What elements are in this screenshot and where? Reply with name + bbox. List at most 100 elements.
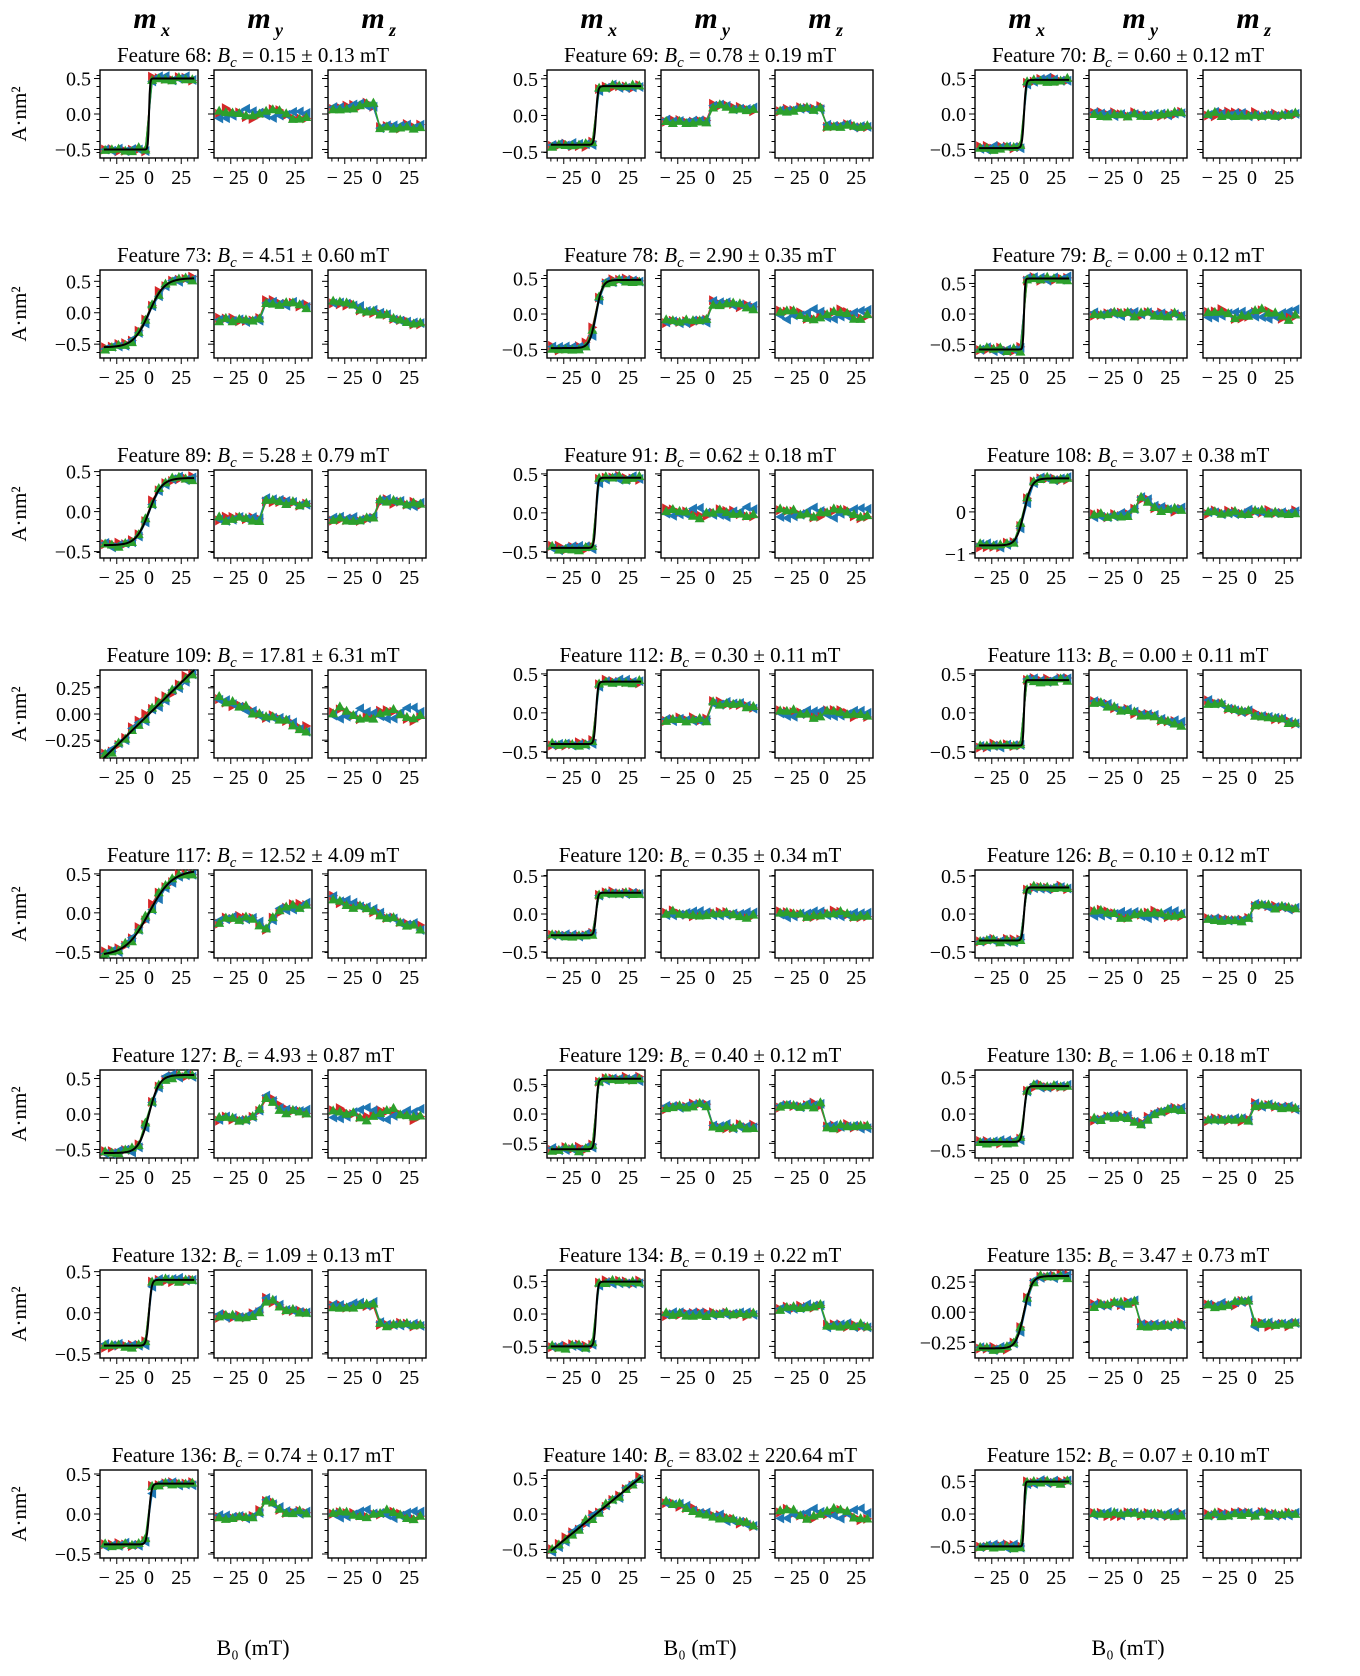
y-tick-label: 0.0: [941, 304, 966, 326]
data-point: [294, 299, 305, 309]
data-point: [294, 724, 305, 734]
x-tick-label: 25: [285, 767, 305, 789]
data-point: [862, 309, 873, 319]
panel-mx: − 25 0 25 0.5 0.0 −0.5: [930, 866, 1074, 989]
column-header: m: [694, 2, 717, 35]
data-point: [1276, 310, 1287, 320]
data-point: [294, 902, 305, 912]
column-header: m: [808, 2, 831, 35]
data-point: [1142, 496, 1153, 506]
data-point: [274, 496, 285, 506]
data-point: [1203, 1299, 1214, 1309]
data-point: [368, 905, 379, 915]
panel-my: − 25 0 25: [655, 1269, 760, 1389]
data-point: [348, 1302, 359, 1312]
y-tick-label: 0.5: [66, 1069, 91, 1091]
y-tick-label: 0.00: [931, 1302, 966, 1324]
data-point: [1256, 899, 1267, 909]
data-point: [661, 1307, 672, 1317]
data-point: [1156, 310, 1167, 320]
x-tick-label: − 25: [974, 367, 1010, 389]
data-point: [368, 707, 378, 718]
data-point: [848, 508, 859, 518]
x-tick-label: 25: [399, 567, 419, 589]
data-point: [708, 299, 719, 309]
x-tick-label: 0: [1247, 767, 1257, 789]
data-point: [401, 1317, 412, 1327]
data-point: [855, 1120, 866, 1130]
data-point: [721, 1306, 732, 1316]
data-point: [368, 1105, 378, 1116]
data-point: [1042, 881, 1053, 891]
data-point: [1129, 503, 1140, 513]
x-tick-label: 0: [591, 967, 601, 989]
data-point: [855, 313, 866, 323]
y-tick-label: 0.5: [66, 271, 91, 293]
data-point: [1256, 303, 1267, 313]
data-point: [721, 1120, 732, 1130]
data-point: [274, 905, 285, 915]
data-point: [1142, 306, 1153, 316]
x-tick-label: − 25: [213, 167, 249, 189]
data-point: [287, 899, 298, 909]
data-point: [734, 298, 745, 308]
data-point: [341, 899, 352, 909]
data-point: [1236, 705, 1247, 715]
data-point: [1176, 311, 1187, 321]
data-point: [220, 312, 231, 322]
data-point: [240, 110, 251, 120]
data-point: [1109, 1296, 1120, 1306]
x-tick-label: 25: [846, 367, 866, 389]
data-point: [1229, 703, 1240, 713]
data-point: [1283, 306, 1293, 317]
data-point: [334, 512, 345, 522]
data-point: [1236, 1295, 1247, 1305]
data-point: [388, 713, 398, 724]
y-tick-label: 0.0: [513, 304, 538, 326]
data-point: [1169, 906, 1179, 917]
data-point: [1290, 1102, 1301, 1112]
panel-mx: − 25 0 25 0.5 0.0 −0.5: [55, 864, 199, 989]
data-point: [1250, 710, 1261, 720]
column-header-subscript: y: [720, 20, 731, 40]
x-tick-label: 0: [372, 567, 382, 589]
data-point: [302, 720, 312, 731]
data-point: [408, 497, 419, 507]
feature-70: Feature 70: Bc = 0.60 ± 0.12 mT − 25 0 25 0.…: [930, 43, 1302, 189]
data-point: [741, 907, 751, 918]
data-point: [1122, 111, 1133, 121]
panel-mz: − 25 0 25: [769, 1069, 874, 1189]
x-tick-label: − 25: [774, 767, 810, 789]
data-point: [153, 894, 163, 905]
panel-mz: − 25 0 25: [1197, 269, 1302, 389]
data-point: [634, 80, 645, 90]
fit-curve: [550, 476, 642, 549]
data-point: [815, 705, 825, 716]
feature-117: Feature 117: Bc = 12.52 ± 4.09 mT − 25 0 25…: [55, 843, 427, 989]
data-point: [788, 711, 798, 722]
x-tick-label: − 25: [774, 1367, 810, 1389]
panel-my: − 25 0 25: [655, 69, 760, 189]
data-point: [862, 1120, 873, 1130]
data-point: [113, 541, 124, 551]
data-point: [415, 1103, 425, 1114]
x-tick-label: 25: [1274, 1367, 1294, 1389]
fit-curve: [103, 477, 195, 547]
panel-grid: Feature 68: Bc = 0.15 ± 0.13 mT − 25 0 25 0.…: [45, 43, 1302, 1589]
panel-my: − 25 0 25: [208, 469, 313, 589]
feature-134: Feature 134: Bc = 0.19 ± 0.22 mT − 25 0 25 0…: [502, 1243, 874, 1389]
data-point: [301, 112, 312, 122]
data-point: [141, 708, 151, 719]
data-point: [1263, 307, 1274, 317]
data-point: [694, 513, 705, 523]
data-point: [1115, 906, 1125, 917]
data-point: [728, 1122, 739, 1132]
data-point: [620, 276, 631, 286]
data-point: [734, 911, 745, 921]
data-point: [328, 295, 339, 305]
fit-curve: [978, 1275, 1070, 1350]
data-point: [667, 315, 678, 325]
data-point: [721, 698, 732, 708]
x-tick-label: − 25: [660, 967, 696, 989]
